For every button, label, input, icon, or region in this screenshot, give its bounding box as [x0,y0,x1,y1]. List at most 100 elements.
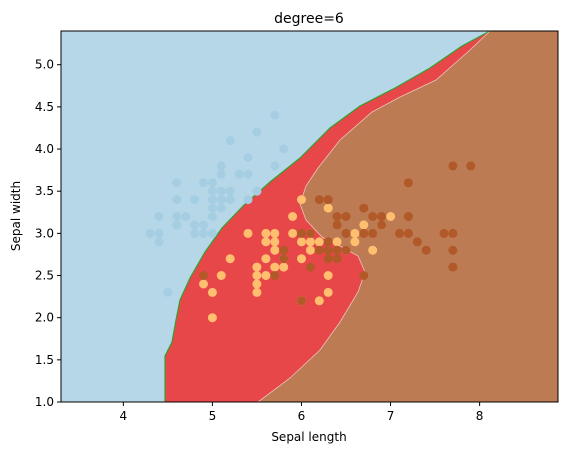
data-point-class-0 [216,203,226,213]
data-point-class-1 [314,296,324,306]
data-point-class-2 [395,228,404,238]
data-point-class-2 [199,271,208,280]
plot-frame [60,30,559,403]
data-point-class-2 [412,237,422,247]
data-point-class-0 [243,195,253,205]
y-tick-label: 1.0 [35,395,54,409]
data-point-class-1 [386,212,396,221]
data-point-class-0 [199,178,208,188]
data-point-class-1 [207,313,217,323]
data-point-class-2 [323,254,333,264]
data-point-class-0 [190,195,200,205]
data-point-class-2 [359,271,369,280]
y-tick-label: 2.5 [35,269,54,283]
data-point-class-1 [350,237,360,247]
y-axis: 1.0 1.5 2.0 2.5 3.0 3.5 4.0 4.5 5.0 [35,58,61,409]
data-point-class-2 [305,228,315,238]
data-point-class-0 [163,287,173,297]
data-point-class-2 [359,228,369,238]
data-point-class-2 [314,245,324,255]
data-point-class-0 [172,195,182,205]
x-tick-label: 4 [120,409,128,423]
x-tick-label: 8 [476,409,484,423]
x-axis: 4 5 6 7 8 [120,402,484,423]
data-point-class-0 [172,220,182,230]
data-point-class-1 [305,245,315,255]
data-point-class-0 [252,186,262,196]
x-axis-label: Sepal length [271,430,346,444]
data-point-class-0 [216,169,226,179]
data-point-class-0 [172,178,182,188]
data-point-class-2 [448,161,458,171]
plot-area [61,31,558,402]
data-point-class-0 [216,186,226,196]
data-point-class-1 [332,237,342,247]
y-tick-label: 2.0 [35,311,54,325]
data-point-class-0 [207,195,217,205]
data-point-class-2 [332,220,342,230]
data-point-class-0 [270,161,280,171]
data-point-class-1 [279,262,289,272]
data-point-class-1 [297,195,306,205]
data-point-class-1 [261,271,271,280]
data-point-class-2 [439,228,449,238]
data-point-class-0 [181,212,191,221]
region-class-1 [165,31,490,402]
data-point-class-2 [297,296,306,306]
data-point-class-0 [252,127,262,137]
data-point-class-1 [270,228,280,238]
data-point-class-0 [154,212,164,221]
data-point-class-2 [403,212,413,221]
data-points [145,110,476,323]
data-point-class-0 [207,186,217,196]
data-point-class-2 [377,220,387,230]
data-point-class-1 [288,228,298,238]
data-point-class-2 [305,262,315,272]
y-tick-label: 3.5 [35,184,54,198]
data-point-class-0 [199,228,208,238]
y-tick-label: 1.5 [35,353,54,367]
data-point-class-2 [332,245,342,255]
data-point-class-2 [279,254,289,264]
data-point-class-2 [448,262,458,272]
data-point-class-2 [341,228,351,238]
data-point-class-0 [243,153,253,162]
data-point-class-1 [323,203,333,213]
data-point-class-1 [270,245,280,255]
data-point-class-2 [359,203,369,213]
data-point-class-2 [368,228,378,238]
data-point-class-1 [207,287,217,297]
data-point-class-2 [403,228,413,238]
data-point-class-1 [270,262,280,272]
data-point-class-1 [225,254,235,264]
data-point-class-2 [341,212,351,221]
data-point-class-1 [350,228,360,238]
y-tick-label: 5.0 [35,58,54,72]
data-point-class-2 [448,228,458,238]
data-point-class-1 [216,271,226,280]
data-point-class-1 [314,237,324,247]
data-point-class-2 [332,254,342,264]
x-tick-label: 6 [298,409,306,423]
data-point-class-2 [323,245,333,255]
data-point-class-1 [252,279,262,289]
data-point-class-0 [225,136,235,146]
data-point-class-0 [234,169,244,179]
data-point-class-2 [448,245,458,255]
y-axis-label: Sepal width [9,181,23,251]
data-point-class-2 [279,245,289,255]
data-point-class-1 [305,237,315,247]
data-point-class-1 [261,254,271,264]
data-point-class-1 [359,220,369,230]
data-point-class-0 [207,228,217,238]
data-point-class-0 [172,212,182,221]
y-tick-label: 4.5 [35,100,54,114]
data-point-class-2 [403,178,413,188]
data-point-class-1 [261,237,271,247]
data-point-class-0 [279,144,289,154]
data-point-class-0 [154,237,164,247]
y-tick-label: 4.0 [35,142,54,156]
y-tick-label: 3.0 [35,226,54,240]
chart-title: degree=6 [274,11,344,27]
